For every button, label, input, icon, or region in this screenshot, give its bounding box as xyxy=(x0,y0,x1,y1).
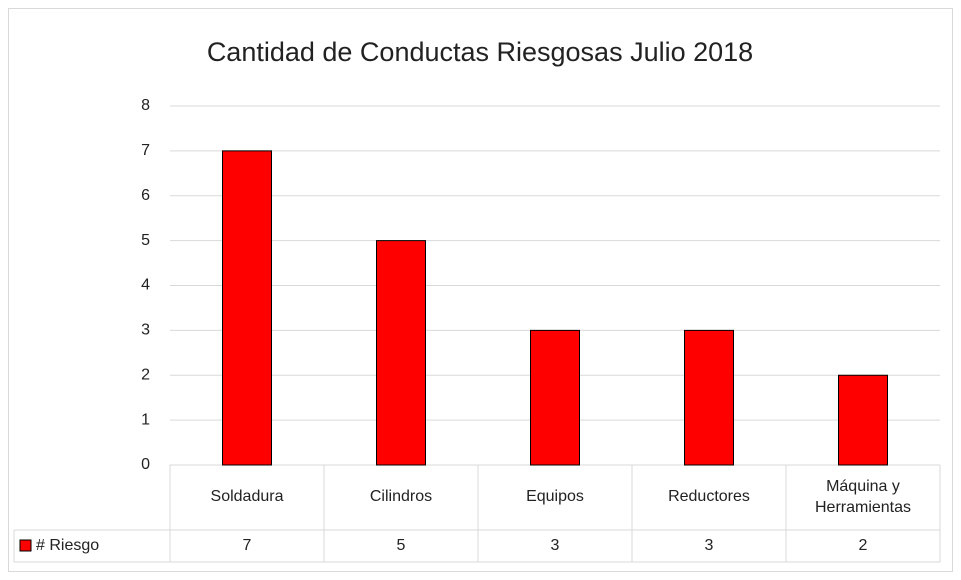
category-label: Reductores xyxy=(668,488,750,506)
category-label: Máquina y Herramientas xyxy=(814,477,912,516)
y-tick-label: 8 xyxy=(141,97,150,114)
category-label: Equipos xyxy=(526,488,584,506)
y-tick-label: 7 xyxy=(141,142,150,159)
y-tick-label: 1 xyxy=(141,411,150,428)
bar xyxy=(530,329,580,466)
y-tick-label: 2 xyxy=(141,366,150,383)
legend-label: # Riesgo xyxy=(36,536,100,554)
chart-title: Cantidad de Conductas Riesgosas Julio 20… xyxy=(207,37,753,67)
y-tick-label: 4 xyxy=(141,277,150,294)
bar xyxy=(684,329,734,466)
table-value: 5 xyxy=(396,536,406,554)
legend-key xyxy=(19,539,32,552)
chart-border xyxy=(8,8,953,572)
category-label: Cilindros xyxy=(369,488,433,506)
table-value: 7 xyxy=(242,536,252,554)
table-value: 3 xyxy=(550,536,560,554)
bar xyxy=(838,374,888,466)
y-tick-label: 5 xyxy=(141,232,150,249)
table-value: 3 xyxy=(704,536,714,554)
category-label: Soldadura xyxy=(210,488,284,506)
bar xyxy=(222,150,272,466)
table-value: 2 xyxy=(858,536,868,554)
y-tick-label: 6 xyxy=(141,187,150,204)
y-tick-label: 0 xyxy=(141,456,150,473)
bar xyxy=(376,240,426,466)
y-tick-label: 3 xyxy=(141,322,150,339)
